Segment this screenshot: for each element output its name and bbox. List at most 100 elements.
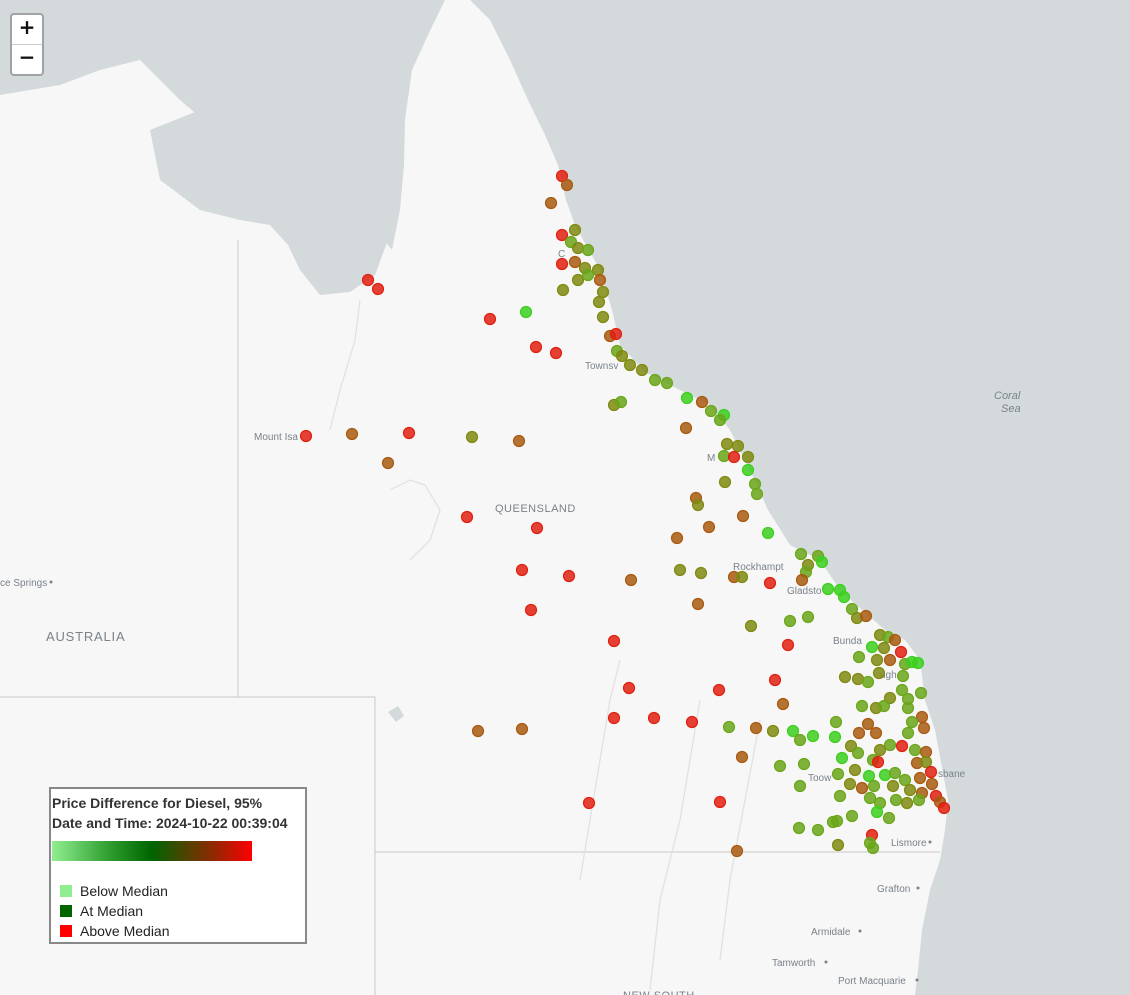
station-marker[interactable]: [871, 755, 885, 769]
station-marker[interactable]: [861, 717, 875, 731]
station-marker[interactable]: [837, 590, 851, 604]
station-marker[interactable]: [919, 745, 933, 759]
station-marker[interactable]: [862, 769, 876, 783]
station-marker[interactable]: [568, 223, 582, 237]
station-marker[interactable]: [795, 573, 809, 587]
station-marker[interactable]: [713, 795, 727, 809]
station-marker[interactable]: [596, 310, 610, 324]
station-marker[interactable]: [793, 779, 807, 793]
station-marker[interactable]: [748, 477, 762, 491]
station-marker[interactable]: [870, 653, 884, 667]
station-marker[interactable]: [680, 391, 694, 405]
station-marker[interactable]: [763, 576, 777, 590]
station-marker[interactable]: [908, 743, 922, 757]
station-marker[interactable]: [607, 634, 621, 648]
station-marker[interactable]: [829, 715, 843, 729]
station-marker[interactable]: [852, 726, 866, 740]
station-marker[interactable]: [691, 597, 705, 611]
station-marker[interactable]: [555, 257, 569, 271]
station-marker[interactable]: [903, 783, 917, 797]
station-marker[interactable]: [866, 841, 880, 855]
station-marker[interactable]: [635, 363, 649, 377]
station-marker[interactable]: [581, 243, 595, 257]
station-marker[interactable]: [761, 526, 775, 540]
station-marker[interactable]: [869, 726, 883, 740]
station-marker[interactable]: [735, 570, 749, 584]
station-marker[interactable]: [596, 285, 610, 299]
station-marker[interactable]: [741, 450, 755, 464]
station-marker[interactable]: [917, 721, 931, 735]
station-marker[interactable]: [483, 312, 497, 326]
station-marker[interactable]: [821, 582, 835, 596]
station-marker[interactable]: [766, 724, 780, 738]
station-marker[interactable]: [845, 602, 859, 616]
station-marker[interactable]: [792, 821, 806, 835]
station-marker[interactable]: [905, 715, 919, 729]
station-marker[interactable]: [582, 796, 596, 810]
station-marker[interactable]: [555, 169, 569, 183]
station-marker[interactable]: [872, 666, 886, 680]
station-marker[interactable]: [773, 759, 787, 773]
station-marker[interactable]: [717, 449, 731, 463]
station-marker[interactable]: [607, 711, 621, 725]
station-marker[interactable]: [694, 566, 708, 580]
station-marker[interactable]: [831, 838, 845, 852]
station-marker[interactable]: [744, 619, 758, 633]
station-marker[interactable]: [713, 413, 727, 427]
station-marker[interactable]: [797, 757, 811, 771]
station-marker[interactable]: [402, 426, 416, 440]
station-marker[interactable]: [660, 376, 674, 390]
station-marker[interactable]: [845, 809, 859, 823]
station-marker[interactable]: [883, 691, 897, 705]
station-marker[interactable]: [512, 434, 526, 448]
station-marker[interactable]: [691, 498, 705, 512]
station-marker[interactable]: [828, 730, 842, 744]
station-marker[interactable]: [919, 755, 933, 769]
station-marker[interactable]: [361, 273, 375, 287]
station-marker[interactable]: [877, 641, 891, 655]
station-marker[interactable]: [741, 463, 755, 477]
station-marker[interactable]: [848, 763, 862, 777]
station-marker[interactable]: [749, 721, 763, 735]
station-marker[interactable]: [673, 563, 687, 577]
station-marker[interactable]: [886, 779, 900, 793]
station-marker[interactable]: [544, 196, 558, 210]
station-marker[interactable]: [519, 305, 533, 319]
station-marker[interactable]: [830, 814, 844, 828]
station-marker[interactable]: [900, 796, 914, 810]
station-marker[interactable]: [593, 273, 607, 287]
station-marker[interactable]: [896, 669, 910, 683]
station-marker[interactable]: [571, 273, 585, 287]
station-marker[interactable]: [750, 487, 764, 501]
station-marker[interactable]: [623, 358, 637, 372]
station-marker[interactable]: [883, 738, 897, 752]
station-marker[interactable]: [851, 672, 865, 686]
station-marker[interactable]: [835, 751, 849, 765]
station-marker[interactable]: [679, 421, 693, 435]
station-marker[interactable]: [556, 283, 570, 297]
station-marker[interactable]: [915, 710, 929, 724]
station-marker[interactable]: [867, 779, 881, 793]
station-marker[interactable]: [465, 430, 479, 444]
station-marker[interactable]: [555, 228, 569, 242]
station-marker[interactable]: [911, 656, 925, 670]
station-marker[interactable]: [894, 645, 908, 659]
station-marker[interactable]: [685, 715, 699, 729]
station-marker[interactable]: [831, 767, 845, 781]
station-marker[interactable]: [870, 805, 884, 819]
station-marker[interactable]: [571, 241, 585, 255]
station-marker[interactable]: [859, 609, 873, 623]
station-marker[interactable]: [592, 295, 606, 309]
station-marker[interactable]: [776, 697, 790, 711]
station-marker[interactable]: [345, 427, 359, 441]
station-marker[interactable]: [736, 509, 750, 523]
station-marker[interactable]: [712, 683, 726, 697]
station-marker[interactable]: [609, 327, 623, 341]
station-marker[interactable]: [781, 638, 795, 652]
station-marker[interactable]: [873, 743, 887, 757]
zoom-out-button[interactable]: −: [12, 44, 42, 74]
station-marker[interactable]: [863, 791, 877, 805]
station-marker[interactable]: [794, 547, 808, 561]
station-marker[interactable]: [838, 670, 852, 684]
station-marker[interactable]: [901, 701, 915, 715]
